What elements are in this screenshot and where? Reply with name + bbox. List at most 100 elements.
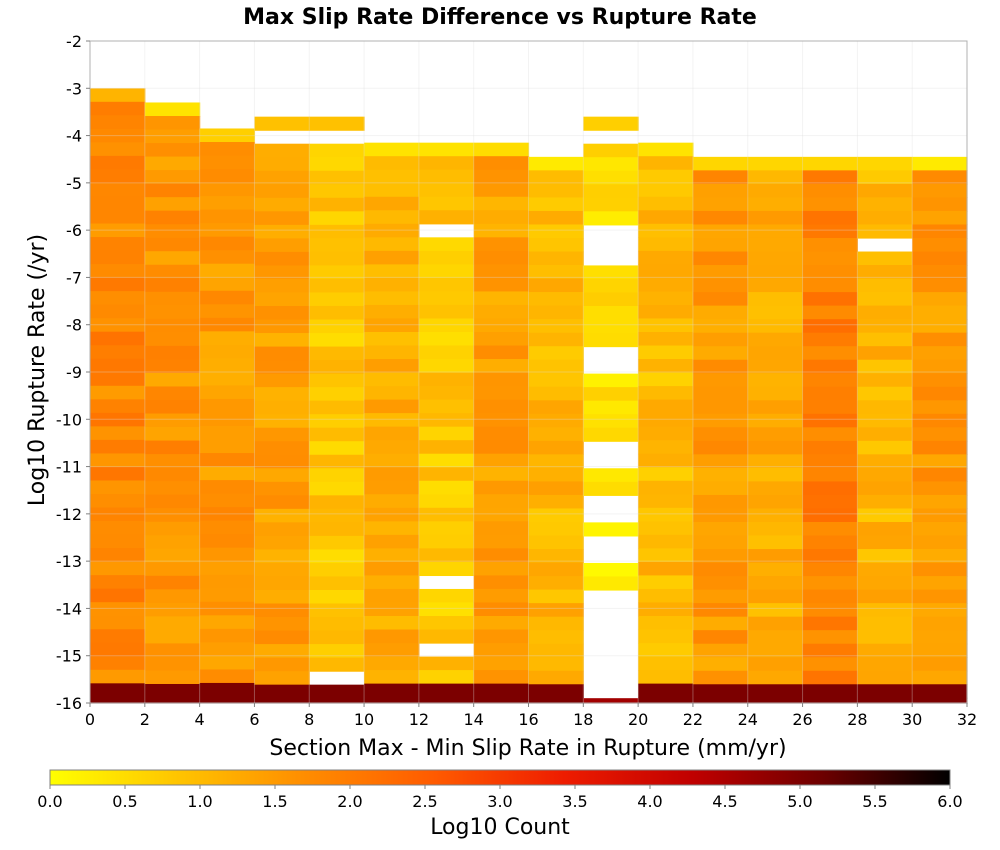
heatmap-cell: [912, 508, 968, 523]
heatmap-cell: [309, 630, 365, 645]
heatmap-cell: [528, 508, 584, 523]
heatmap-cell: [473, 386, 530, 401]
heatmap-cell: [857, 657, 913, 672]
heatmap-cell: [692, 224, 749, 239]
heatmap-cell: [692, 346, 749, 361]
heatmap-cell: [747, 224, 804, 239]
heatmap-cell: [309, 251, 365, 267]
heatmap-cell: [254, 373, 310, 388]
heatmap-cell: [254, 549, 310, 564]
heatmap-cell: [364, 332, 420, 347]
x-tick-label: 12: [409, 710, 429, 729]
heatmap-cell: [90, 142, 146, 157]
heatmap-cell: [912, 156, 968, 171]
heatmap-cell: [638, 223, 694, 238]
heatmap-cell: [912, 237, 968, 253]
heatmap-cell: [802, 616, 858, 631]
heatmap-cell: [418, 210, 475, 225]
heatmap-cell: [199, 128, 256, 143]
x-tick-label: 32: [957, 710, 977, 729]
heatmap-cell: [144, 575, 201, 590]
heatmap-cell: [364, 210, 420, 225]
colorbar: [49, 769, 951, 786]
heatmap-cell: [254, 657, 310, 672]
y-tick-label: -6: [66, 221, 82, 240]
heatmap-cell: [309, 427, 365, 442]
heatmap-cell: [747, 197, 804, 212]
heatmap-cell: [912, 170, 968, 185]
heatmap-cell: [692, 292, 749, 307]
heatmap-cell: [692, 170, 749, 185]
heatmap-cell: [199, 412, 256, 427]
heatmap-cell: [692, 494, 749, 510]
heatmap-cell: [418, 304, 475, 320]
heatmap-cell: [638, 250, 694, 265]
heatmap-cell: [90, 534, 146, 549]
heatmap-cell: [364, 413, 420, 428]
heatmap-cell: [857, 156, 913, 171]
heatmap-cell: [528, 251, 584, 266]
y-tick-label: -7: [66, 268, 82, 287]
heatmap-cell: [528, 670, 584, 685]
heatmap-cell: [857, 332, 913, 347]
heatmap-cell: [692, 197, 749, 212]
heatmap-cell: [747, 549, 804, 564]
heatmap-cell: [199, 196, 256, 211]
y-tick-label: -4: [66, 127, 82, 146]
heatmap-cell: [254, 251, 310, 267]
heatmap-cell: [802, 535, 858, 550]
heatmap-cell: [802, 183, 858, 199]
heatmap-cell: [692, 319, 749, 334]
heatmap-cell: [912, 373, 968, 388]
heatmap-cell: [528, 278, 584, 293]
heatmap-cell: [638, 345, 694, 360]
heatmap-cell: [802, 697, 858, 704]
heatmap-cell: [144, 697, 201, 704]
heatmap-cell: [912, 481, 968, 496]
heatmap-cell: [473, 697, 530, 704]
heatmap-cell: [912, 332, 968, 347]
heatmap-cell: [802, 386, 858, 401]
heatmap-cell: [802, 562, 858, 577]
heatmap-cell: [802, 589, 858, 604]
heatmap-cell: [364, 426, 420, 441]
heatmap-cell: [747, 251, 804, 266]
heatmap-cell: [364, 561, 420, 577]
heatmap-cell: [199, 182, 256, 197]
heatmap-cell: [802, 494, 858, 510]
heatmap-cell: [199, 453, 256, 468]
heatmap-cell: [254, 603, 310, 618]
heatmap-cell: [802, 332, 858, 347]
heatmap-cell: [254, 508, 310, 523]
heatmap-cell: [473, 575, 530, 590]
heatmap-cell: [90, 656, 146, 671]
heatmap-cell: [857, 373, 913, 388]
heatmap-cell: [528, 684, 584, 699]
heatmap-cell: [692, 183, 749, 199]
heatmap-cell: [309, 535, 365, 551]
heatmap-cell: [747, 630, 804, 645]
heatmap-cell: [857, 630, 913, 645]
heatmap-cell: [309, 454, 365, 469]
chart-title: Max Slip Rate Difference vs Rupture Rate: [243, 5, 757, 30]
heatmap-cell: [144, 521, 201, 536]
heatmap-cell: [199, 520, 256, 535]
heatmap-cell: [90, 358, 146, 373]
heatmap-cell: [692, 562, 749, 577]
heatmap-cell: [912, 386, 968, 401]
heatmap-cell: [364, 196, 420, 211]
heatmap-cell: [254, 441, 310, 456]
heatmap-cell: [199, 169, 256, 184]
y-tick-label: -10: [56, 410, 82, 429]
heatmap-cell: [638, 697, 694, 704]
heatmap-cell: [802, 521, 858, 537]
heatmap-cell: [473, 223, 530, 238]
heatmap-cell: [912, 494, 968, 510]
heatmap-cell: [309, 698, 365, 704]
heatmap-cell: [692, 373, 749, 388]
colorbar-tick-label: 3.5: [562, 792, 587, 811]
heatmap-cell: [90, 480, 146, 495]
heatmap-cell: [802, 210, 858, 226]
y-tick-label: -2: [66, 32, 82, 51]
